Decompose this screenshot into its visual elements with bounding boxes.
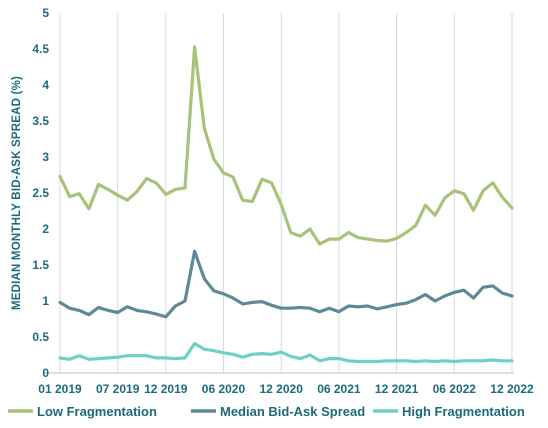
y-tick-label: 0 bbox=[42, 366, 49, 380]
y-tick-label: 1 bbox=[42, 294, 49, 308]
x-tick-label: 06 2022 bbox=[433, 382, 477, 396]
x-tick-label: 12 2020 bbox=[259, 382, 303, 396]
gridlines bbox=[59, 13, 513, 373]
x-tick-label: 01 2019 bbox=[38, 382, 82, 396]
x-tick-label: 06 2021 bbox=[317, 382, 361, 396]
y-tick-label: 2.5 bbox=[32, 186, 49, 200]
series-line-1 bbox=[58, 249, 514, 319]
y-tick-label: 0.5 bbox=[32, 330, 49, 344]
y-tick-label: 4 bbox=[42, 78, 49, 92]
y-tick-label: 3.5 bbox=[32, 114, 49, 128]
y-axis-label: MEDIAN MONTHLY BID-ASK SPREAD (%) bbox=[11, 76, 23, 310]
y-tick-labels: 0 0.5 1 1.5 2 2.5 3 3.5 4 4.5 5 bbox=[32, 6, 49, 380]
y-tick-label: 3 bbox=[42, 150, 49, 164]
y-tick-label: 2 bbox=[42, 222, 49, 236]
x-tick-label: 12 2021 bbox=[375, 382, 419, 396]
series-line-0 bbox=[58, 45, 514, 246]
x-tick-label: 07 2019 bbox=[96, 382, 140, 396]
y-tick-label: 5 bbox=[42, 6, 49, 20]
y-tick-label: 4.5 bbox=[32, 42, 49, 56]
series-lines bbox=[58, 45, 514, 364]
x-tick-label: 12 2022 bbox=[490, 382, 534, 396]
x-tick-label: 06 2020 bbox=[202, 382, 246, 396]
legend-label: Low Fragmentation bbox=[37, 404, 157, 419]
y-tick-label: 1.5 bbox=[32, 258, 49, 272]
series-line-2 bbox=[58, 341, 514, 364]
legend: Low Fragmentation Median Bid-Ask Spread Hi… bbox=[8, 404, 525, 419]
legend-label: Median Bid-Ask Spread bbox=[220, 404, 365, 419]
x-tick-label: 12 2019 bbox=[144, 382, 188, 396]
legend-label: High Fragmentation bbox=[402, 404, 525, 419]
x-tick-labels: 01 2019 07 2019 12 2019 06 2020 12 2020 06 20… bbox=[38, 382, 534, 396]
